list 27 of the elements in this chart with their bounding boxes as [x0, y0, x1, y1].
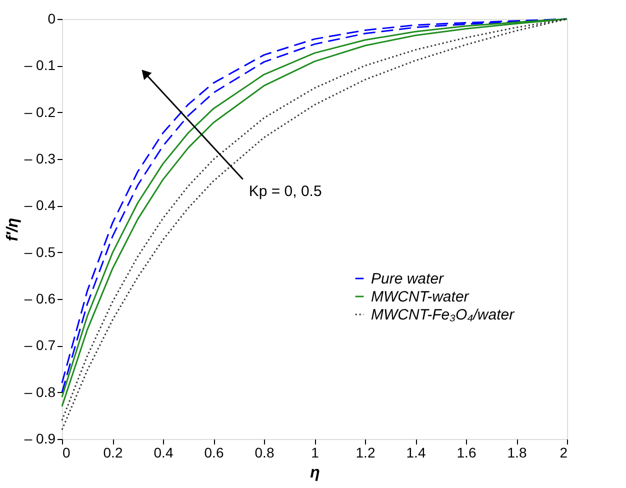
x-tick-label: 0	[62, 444, 70, 460]
x-tick-label: 2	[560, 444, 568, 460]
annotation: Kp = 0, 0.5	[248, 183, 322, 200]
legend-label: Pure water	[371, 270, 445, 288]
y-tick-label: – 0.7	[24, 337, 56, 354]
x-tick-label: 1.4	[406, 444, 426, 460]
y-tick-label: – 0.3	[24, 150, 56, 166]
x-tick-label: 1	[311, 444, 320, 460]
legend-label: MWCNT-Fe₃O₄/water	[371, 306, 516, 324]
y-tick-label: – 0.8	[24, 384, 56, 400]
x-tick-label: 1.2	[356, 444, 376, 460]
x-tick-label: 1.6	[456, 444, 476, 460]
legend-label: MWCNT-water	[371, 288, 470, 306]
x-tick-label: 0.6	[204, 444, 224, 460]
y-tick-label: – 0.5	[24, 244, 56, 260]
y-tick-label: – 0.4	[24, 197, 56, 214]
y-axis-title: f′/η	[4, 218, 22, 242]
x-tick-label: 1.8	[507, 444, 527, 460]
x-tick-label: 0.4	[154, 444, 174, 460]
y-tick-label: – 0.6	[24, 290, 56, 306]
x-tick-label: 0.8	[254, 444, 274, 460]
y-tick-label: – 0.1	[24, 57, 56, 74]
y-tick-label: – 0.2	[24, 104, 56, 120]
y-tick-label: 0	[48, 10, 56, 26]
y-tick-label: – 0.9	[24, 430, 56, 446]
x-tick-label: 0.2	[103, 444, 123, 460]
x-axis-title: η	[310, 464, 320, 482]
